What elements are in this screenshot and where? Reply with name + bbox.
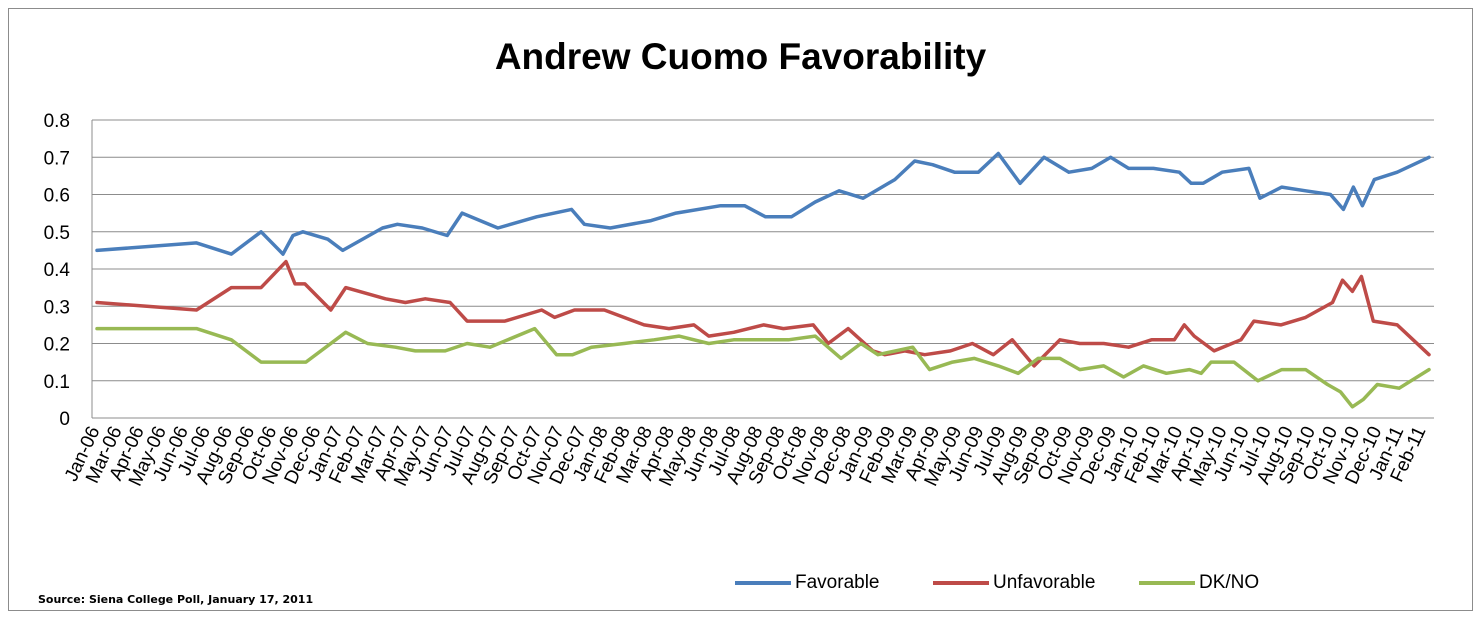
series-line-unfavorable [95, 259, 1431, 368]
chart-frame [8, 8, 1473, 611]
y-tick-label: 0.3 [44, 297, 70, 318]
y-tick-label: 0.2 [44, 335, 70, 356]
y-tick-label: 0.8 [44, 111, 70, 132]
source-note: Source: Siena College Poll, January 17, … [38, 593, 314, 606]
series-line-dk-no [95, 326, 1431, 409]
legend-swatch-dkno [1139, 581, 1195, 585]
legend-item-unfavorable: Unfavorable [933, 572, 1095, 594]
legend-swatch-favorable [735, 581, 791, 585]
series-line-favorable [95, 151, 1431, 256]
legend-label-favorable: Favorable [795, 572, 880, 593]
y-tick-label: 0 [59, 409, 70, 430]
gridlines [91, 119, 1434, 419]
x-axis-ticks: Jan-06Mar-06Apr-06May-06Jun-06Jul-06Aug-… [61, 423, 1431, 489]
series-lines [95, 151, 1431, 409]
legend-label-unfavorable: Unfavorable [993, 572, 1096, 593]
y-tick-label: 0.1 [44, 372, 70, 393]
legend-swatch-unfavorable [933, 581, 989, 585]
legend-item-dkno: DK/NO [1139, 572, 1259, 594]
y-tick-label: 0.6 [44, 186, 70, 207]
chart-title: Andrew Cuomo Favorability [494, 36, 987, 77]
y-tick-label: 0.4 [44, 260, 71, 281]
legend-item-favorable: Favorable [735, 572, 880, 594]
legend-label-dkno: DK/NO [1199, 572, 1260, 593]
y-tick-label: 0.5 [44, 223, 70, 244]
y-tick-label: 0.7 [44, 148, 70, 169]
y-axis-ticks: 0 0.1 0.2 0.3 0.4 0.5 0.6 0.7 0.8 [44, 111, 71, 430]
